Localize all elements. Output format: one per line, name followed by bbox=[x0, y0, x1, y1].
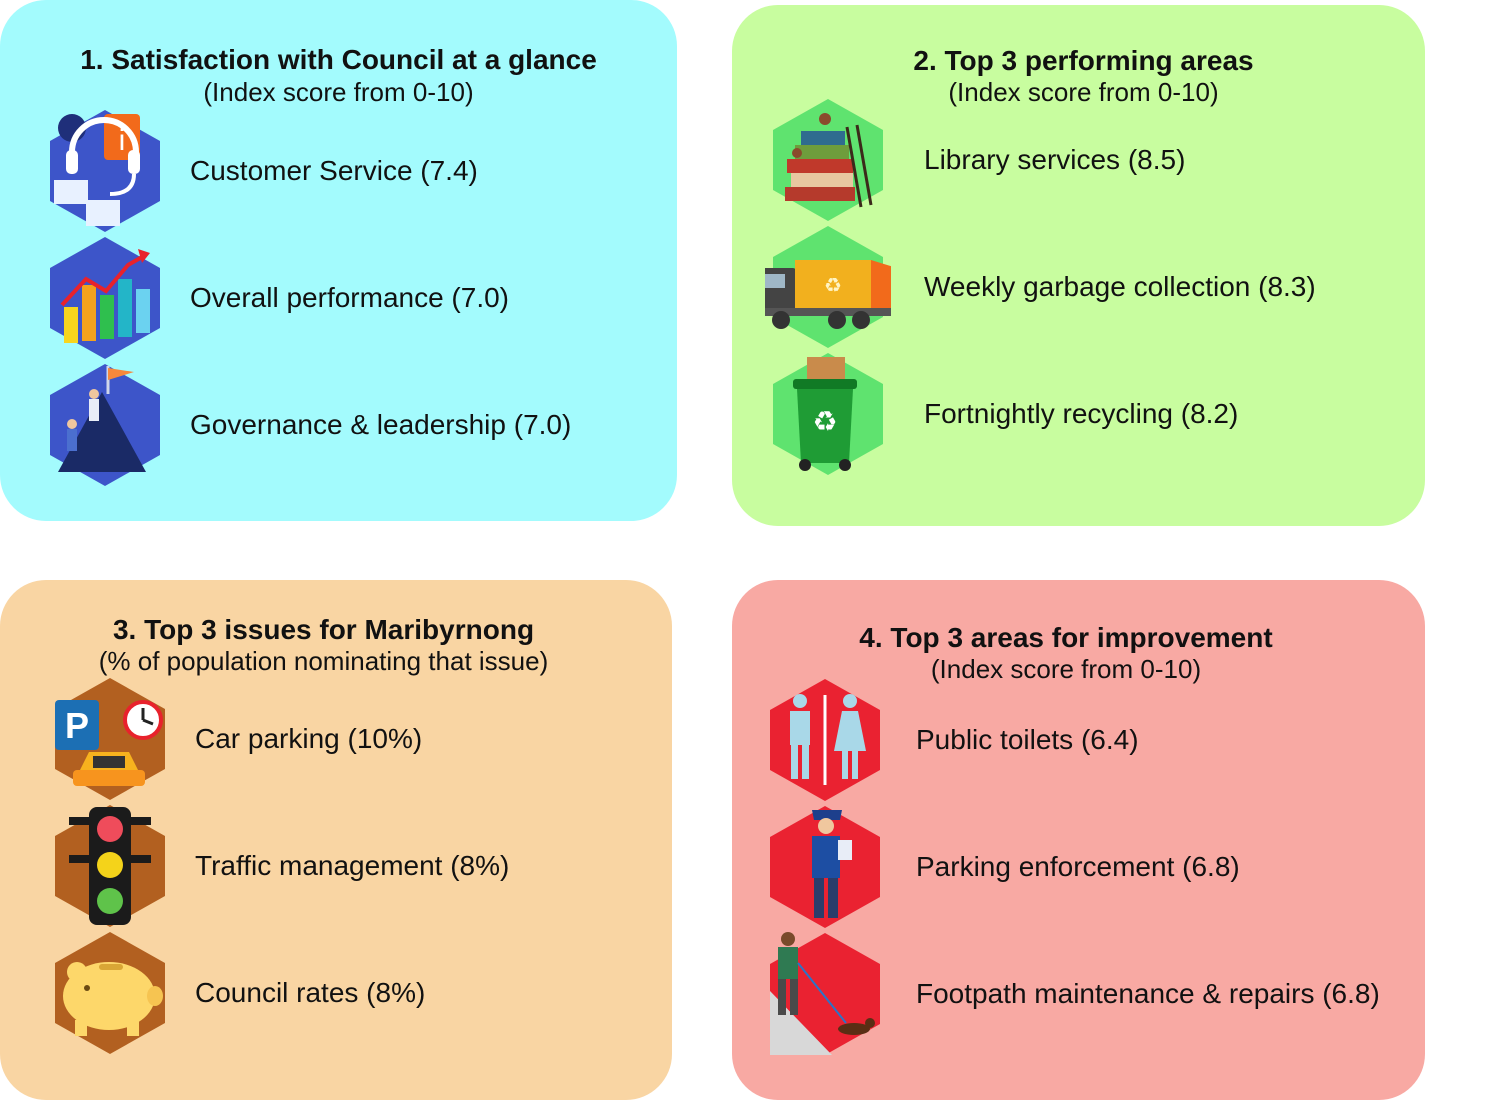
item-label: Library services (8.5) bbox=[924, 144, 1186, 175]
item-label: Council rates (8%) bbox=[195, 977, 426, 1008]
panel-subtitle: (Index score from 0-10) bbox=[930, 654, 1202, 684]
item-label: Governance & leadership (7.0) bbox=[190, 409, 572, 440]
list-item: P Car parking (10%) bbox=[0, 676, 672, 802]
panel-title: 4. Top 3 areas for improvement bbox=[859, 622, 1273, 653]
panel-performing: 2. Top 3 performing areas (Index score f… bbox=[732, 5, 1425, 526]
list-item: Parking enforcement (6.8) bbox=[732, 804, 1425, 930]
panel-improvement: 4. Top 3 areas for improvement (Index sc… bbox=[732, 580, 1425, 1100]
list-item: Footpath maintenance & repairs (6.8) bbox=[732, 931, 1425, 1057]
customer-service-icon: i bbox=[42, 108, 168, 234]
list-item: ♻ Weekly garbage collection (8.3) bbox=[732, 224, 1425, 350]
svg-text:P: P bbox=[65, 705, 89, 746]
list-item: Library services (8.5) bbox=[732, 97, 1425, 223]
item-label: Fortnightly recycling (8.2) bbox=[924, 398, 1239, 429]
item-label: Parking enforcement (6.8) bbox=[916, 851, 1240, 882]
recycling-bin-icon: ♻ bbox=[765, 351, 891, 477]
piggy-bank-icon bbox=[47, 930, 173, 1056]
item-label: Public toilets (6.4) bbox=[916, 724, 1139, 755]
svg-text:i: i bbox=[119, 124, 126, 157]
public-toilets-icon bbox=[762, 677, 888, 803]
parking-officer-icon bbox=[762, 804, 888, 930]
panel-title: 2. Top 3 performing areas bbox=[913, 45, 1254, 76]
list-item: Traffic management (8%) bbox=[0, 803, 672, 929]
item-label: Overall performance (7.0) bbox=[190, 282, 510, 313]
list-item: Governance & leadership (7.0) bbox=[0, 362, 677, 488]
list-item: Overall performance (7.0) bbox=[0, 235, 677, 361]
panel-subtitle: (Index score from 0-10) bbox=[948, 77, 1219, 107]
bar-chart-growth-icon bbox=[42, 235, 168, 361]
item-label: Car parking (10%) bbox=[195, 723, 423, 754]
panel-satisfaction: 1. Satisfaction with Council at a glance… bbox=[0, 0, 677, 521]
item-label: Footpath maintenance & repairs (6.8) bbox=[916, 978, 1380, 1009]
panel-subtitle: (% of population nominating that issue) bbox=[98, 646, 549, 676]
panel-title: 3. Top 3 issues for Maribyrnong bbox=[112, 614, 535, 645]
panel-issues: 3. Top 3 issues for Maribyrnong (% of po… bbox=[0, 580, 672, 1100]
mountain-flag-icon bbox=[42, 362, 168, 488]
garbage-truck-icon: ♻ bbox=[765, 224, 891, 350]
item-label: Customer Service (7.4) bbox=[190, 155, 478, 186]
traffic-light-icon bbox=[47, 803, 173, 929]
dog-walker-footpath-icon bbox=[762, 931, 888, 1057]
list-item: i Customer Service (7.4) bbox=[0, 108, 677, 234]
panel-subtitle: (Index score from 0-10) bbox=[203, 77, 474, 107]
item-label: Traffic management (8%) bbox=[195, 850, 510, 881]
list-item: ♻ Fortnightly recycling (8.2) bbox=[732, 351, 1425, 477]
svg-text:♻: ♻ bbox=[812, 405, 837, 438]
books-library-icon bbox=[765, 97, 891, 223]
panel-title: 1. Satisfaction with Council at a glance bbox=[80, 44, 597, 75]
svg-text:♻: ♻ bbox=[824, 273, 842, 297]
car-parking-icon: P bbox=[47, 676, 173, 802]
list-item: Public toilets (6.4) bbox=[732, 677, 1425, 803]
item-label: Weekly garbage collection (8.3) bbox=[924, 271, 1316, 302]
list-item: Council rates (8%) bbox=[0, 930, 672, 1056]
